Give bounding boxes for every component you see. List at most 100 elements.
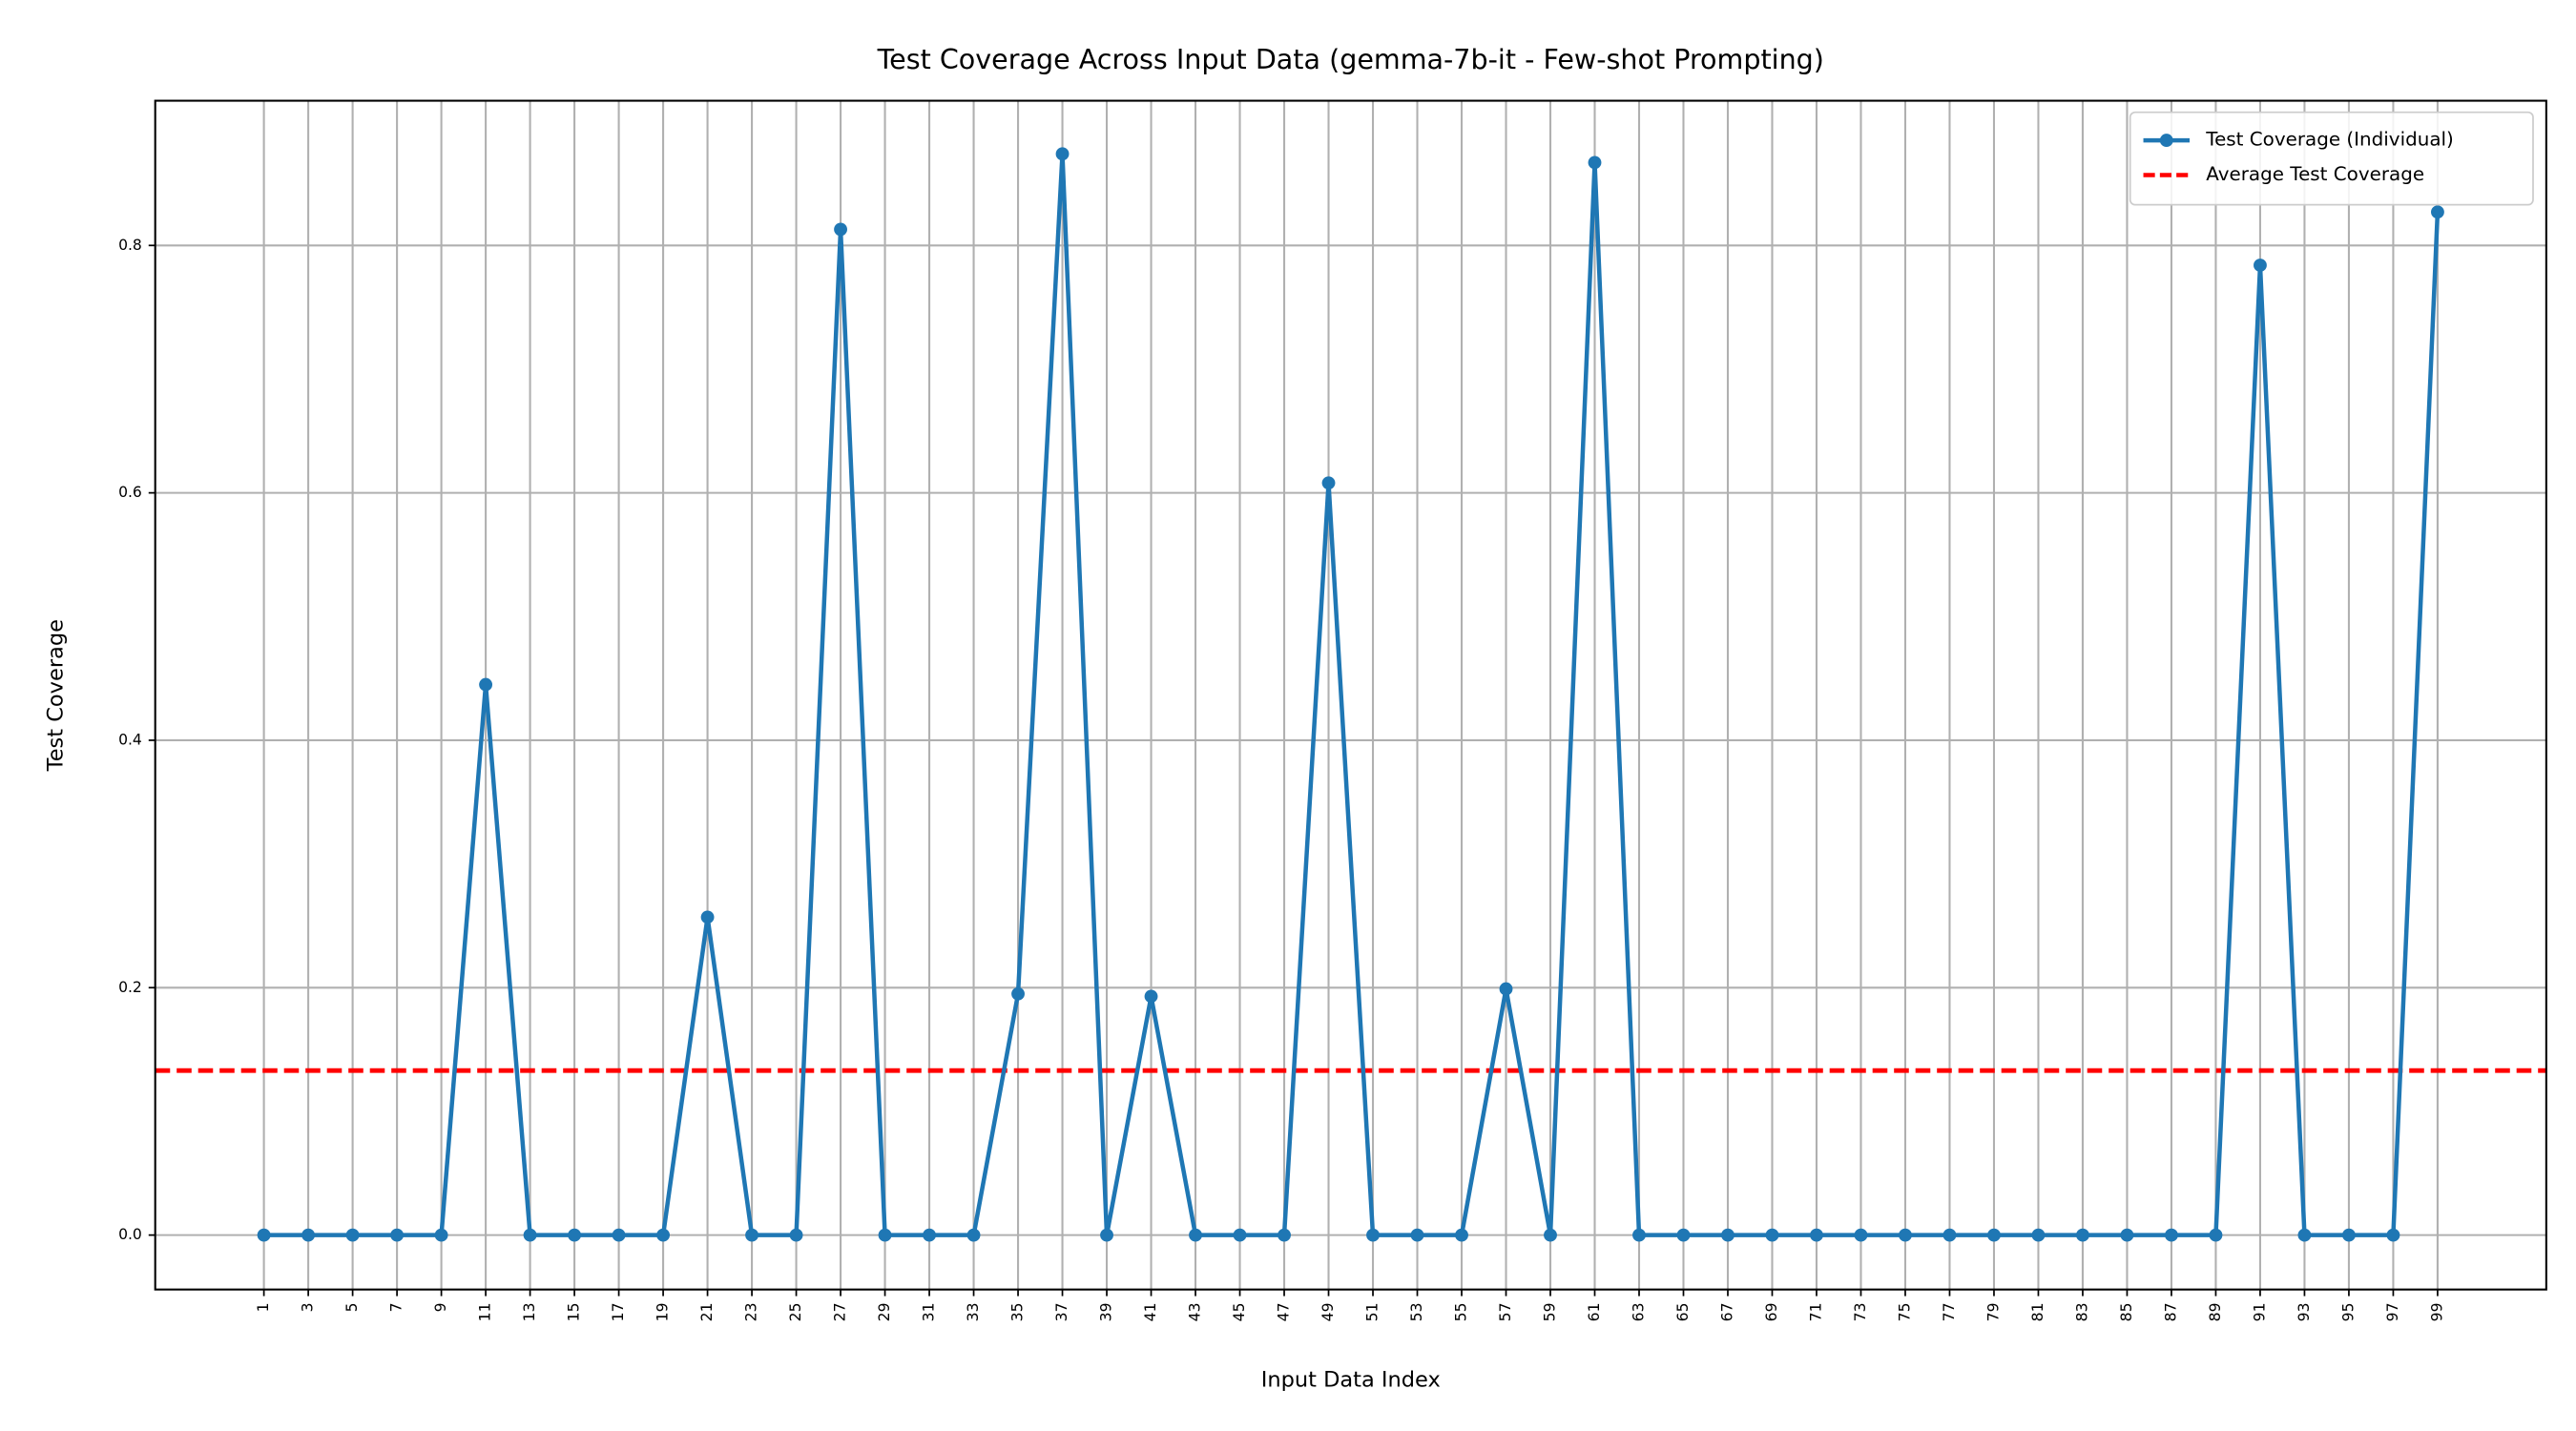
- data-point: [1366, 1228, 1380, 1242]
- x-tick-label: 65: [1674, 1303, 1692, 1322]
- data-point: [2120, 1228, 2134, 1242]
- data-point: [700, 910, 715, 924]
- data-point: [656, 1228, 670, 1242]
- data-point: [568, 1228, 582, 1242]
- data-point: [1455, 1228, 1468, 1242]
- y-axis-label: Test Coverage: [43, 619, 68, 772]
- x-tick-label: 69: [1763, 1303, 1780, 1322]
- data-point: [301, 1228, 316, 1242]
- data-point: [345, 1228, 360, 1242]
- x-tick-label: 73: [1852, 1303, 1869, 1322]
- x-tick-label: 1: [255, 1303, 272, 1313]
- x-tick-label: 99: [2428, 1303, 2445, 1322]
- x-tick-label: 29: [876, 1303, 893, 1322]
- x-tick-label: 31: [921, 1303, 938, 1322]
- x-tick-label: 21: [698, 1303, 716, 1322]
- data-point: [923, 1228, 936, 1242]
- data-point: [2076, 1228, 2089, 1242]
- data-point: [1942, 1228, 1957, 1242]
- data-point: [479, 677, 493, 692]
- x-tick-label: 93: [2296, 1303, 2313, 1322]
- x-tick-label: 9: [432, 1303, 449, 1313]
- x-tick-label: 41: [1142, 1303, 1159, 1322]
- data-point: [1189, 1228, 1202, 1242]
- data-point: [1765, 1228, 1779, 1242]
- x-tick-label: 91: [2251, 1303, 2268, 1322]
- data-point: [1321, 476, 1336, 490]
- x-tick-label: 85: [2118, 1303, 2135, 1322]
- chart-title: Test Coverage Across Input Data (gemma-7…: [877, 43, 1824, 75]
- plot-frame: [154, 99, 2547, 1291]
- data-point: [1721, 1228, 1735, 1242]
- data-point: [1011, 986, 1025, 1001]
- x-tick-label: 89: [2207, 1303, 2224, 1322]
- data-point: [745, 1228, 758, 1242]
- x-tick-label: 77: [1941, 1303, 1958, 1322]
- data-point: [257, 1228, 271, 1242]
- x-tick-label: 43: [1187, 1303, 1204, 1322]
- x-tick-label: 51: [1364, 1303, 1381, 1322]
- data-line: [263, 152, 2441, 1237]
- x-tick-label: 49: [1319, 1303, 1337, 1322]
- data-point: [1632, 1228, 1646, 1242]
- legend-box: [2129, 111, 2534, 206]
- data-point: [2031, 1228, 2046, 1242]
- data-point: [523, 1228, 537, 1242]
- x-tick-label: 71: [1807, 1303, 1824, 1322]
- x-tick-label: 55: [1453, 1303, 1470, 1322]
- x-tick-label: 15: [566, 1303, 583, 1322]
- data-point: [1233, 1228, 1247, 1242]
- x-tick-label: 47: [1276, 1303, 1293, 1322]
- y-tick-label: 0.4: [118, 731, 142, 748]
- x-tick-label: 33: [965, 1303, 982, 1322]
- data-point: [2165, 1228, 2178, 1242]
- data-point: [1810, 1228, 1823, 1242]
- x-tick-label: 59: [1542, 1303, 1559, 1322]
- x-tick-label: 45: [1231, 1303, 1248, 1322]
- legend-marker: [2159, 134, 2173, 148]
- x-tick-label: 23: [743, 1303, 760, 1322]
- data-point: [2431, 205, 2444, 219]
- x-tick-label: 3: [300, 1303, 317, 1313]
- x-tick-label: 25: [787, 1303, 804, 1322]
- data-point: [1544, 1228, 1557, 1242]
- x-tick-label: 97: [2384, 1303, 2401, 1322]
- x-tick-label: 17: [610, 1303, 627, 1322]
- x-tick-label: 37: [1053, 1303, 1070, 1322]
- data-point: [1676, 1228, 1691, 1242]
- x-tick-label: 75: [1896, 1303, 1913, 1322]
- data-point: [1100, 1228, 1113, 1242]
- y-tick-label: 0.8: [118, 237, 142, 254]
- data-point: [434, 1228, 448, 1242]
- x-tick-label: 87: [2162, 1303, 2179, 1322]
- data-point: [1588, 156, 1602, 170]
- legend-label: Average Test Coverage: [2206, 163, 2424, 185]
- data-point: [789, 1228, 803, 1242]
- x-tick-label: 61: [1586, 1303, 1603, 1322]
- x-tick-label: 95: [2339, 1303, 2357, 1322]
- data-point: [1854, 1228, 1868, 1242]
- x-tick-label: 5: [343, 1303, 361, 1313]
- x-tick-label: 39: [1098, 1303, 1115, 1322]
- x-axis-label: Input Data Index: [1261, 1367, 1441, 1392]
- x-tick-label: 35: [1009, 1303, 1027, 1322]
- x-tick-label: 7: [388, 1303, 405, 1313]
- data-point: [2342, 1228, 2356, 1242]
- x-tick-label: 79: [1984, 1303, 2002, 1322]
- legend-label: Test Coverage (Individual): [2205, 129, 2454, 151]
- data-point: [834, 222, 847, 237]
- data-point: [878, 1228, 892, 1242]
- data-point: [2386, 1228, 2400, 1242]
- x-tick-label: 19: [654, 1303, 672, 1322]
- y-tick-label: 0.2: [118, 979, 142, 996]
- data-point: [2209, 1228, 2223, 1242]
- x-tick-label: 63: [1630, 1303, 1647, 1322]
- data-point: [2254, 259, 2267, 272]
- x-tick-label: 67: [1718, 1303, 1735, 1322]
- data-point: [1144, 989, 1158, 1004]
- x-tick-label: 11: [477, 1303, 494, 1322]
- y-tick-label: 0.6: [118, 484, 142, 501]
- data-point: [1410, 1228, 1424, 1242]
- data-point: [2297, 1228, 2312, 1242]
- data-point: [1987, 1228, 2001, 1242]
